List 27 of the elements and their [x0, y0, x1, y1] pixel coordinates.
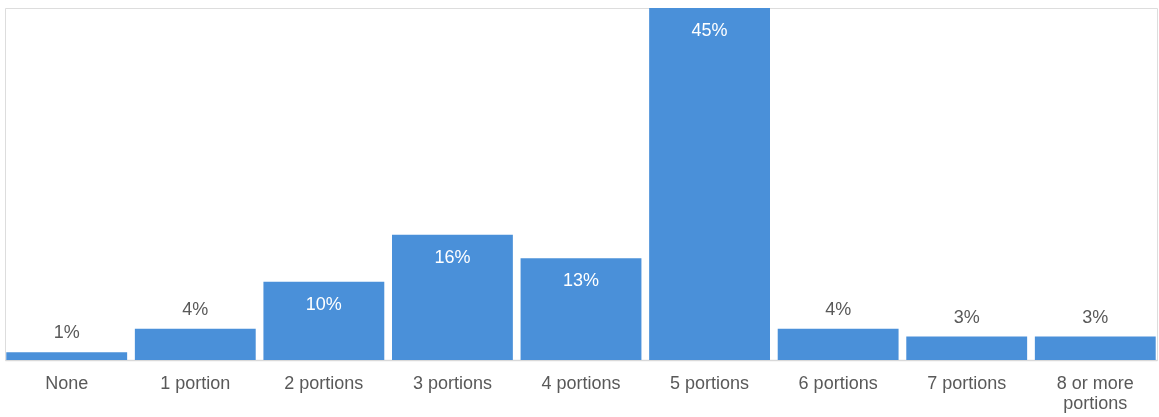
data-label: 16%	[434, 246, 471, 267]
x-tick-label: None	[45, 372, 89, 393]
bar	[520, 258, 642, 360]
x-tick-label: 3 portions	[412, 372, 492, 393]
x-tick-label: 4 portions	[541, 372, 621, 393]
data-label: 45%	[691, 20, 728, 40]
bar	[263, 281, 385, 360]
data-label: 13%	[562, 270, 600, 291]
data-label: 4%	[825, 298, 852, 319]
bar	[777, 328, 899, 360]
bar	[392, 234, 513, 360]
x-tick-label: 7 portions	[927, 372, 1007, 393]
bar	[134, 328, 256, 360]
bar	[649, 8, 770, 360]
bar	[1034, 336, 1156, 360]
x-tick-label: 1 portion	[160, 372, 231, 393]
data-label: 10%	[305, 293, 342, 314]
data-label: 3%	[1082, 306, 1109, 327]
bar	[906, 336, 1028, 360]
data-label: 1%	[53, 322, 80, 343]
data-label: 4%	[182, 298, 209, 319]
data-label: 3%	[953, 306, 980, 327]
x-tick-label: 6 portions	[798, 372, 878, 393]
bar	[6, 352, 128, 360]
x-tick-label: 5 portions	[670, 372, 750, 393]
x-tick-label: 8 or more portions	[1056, 372, 1134, 413]
x-tick-label: 2 portions	[284, 372, 364, 393]
